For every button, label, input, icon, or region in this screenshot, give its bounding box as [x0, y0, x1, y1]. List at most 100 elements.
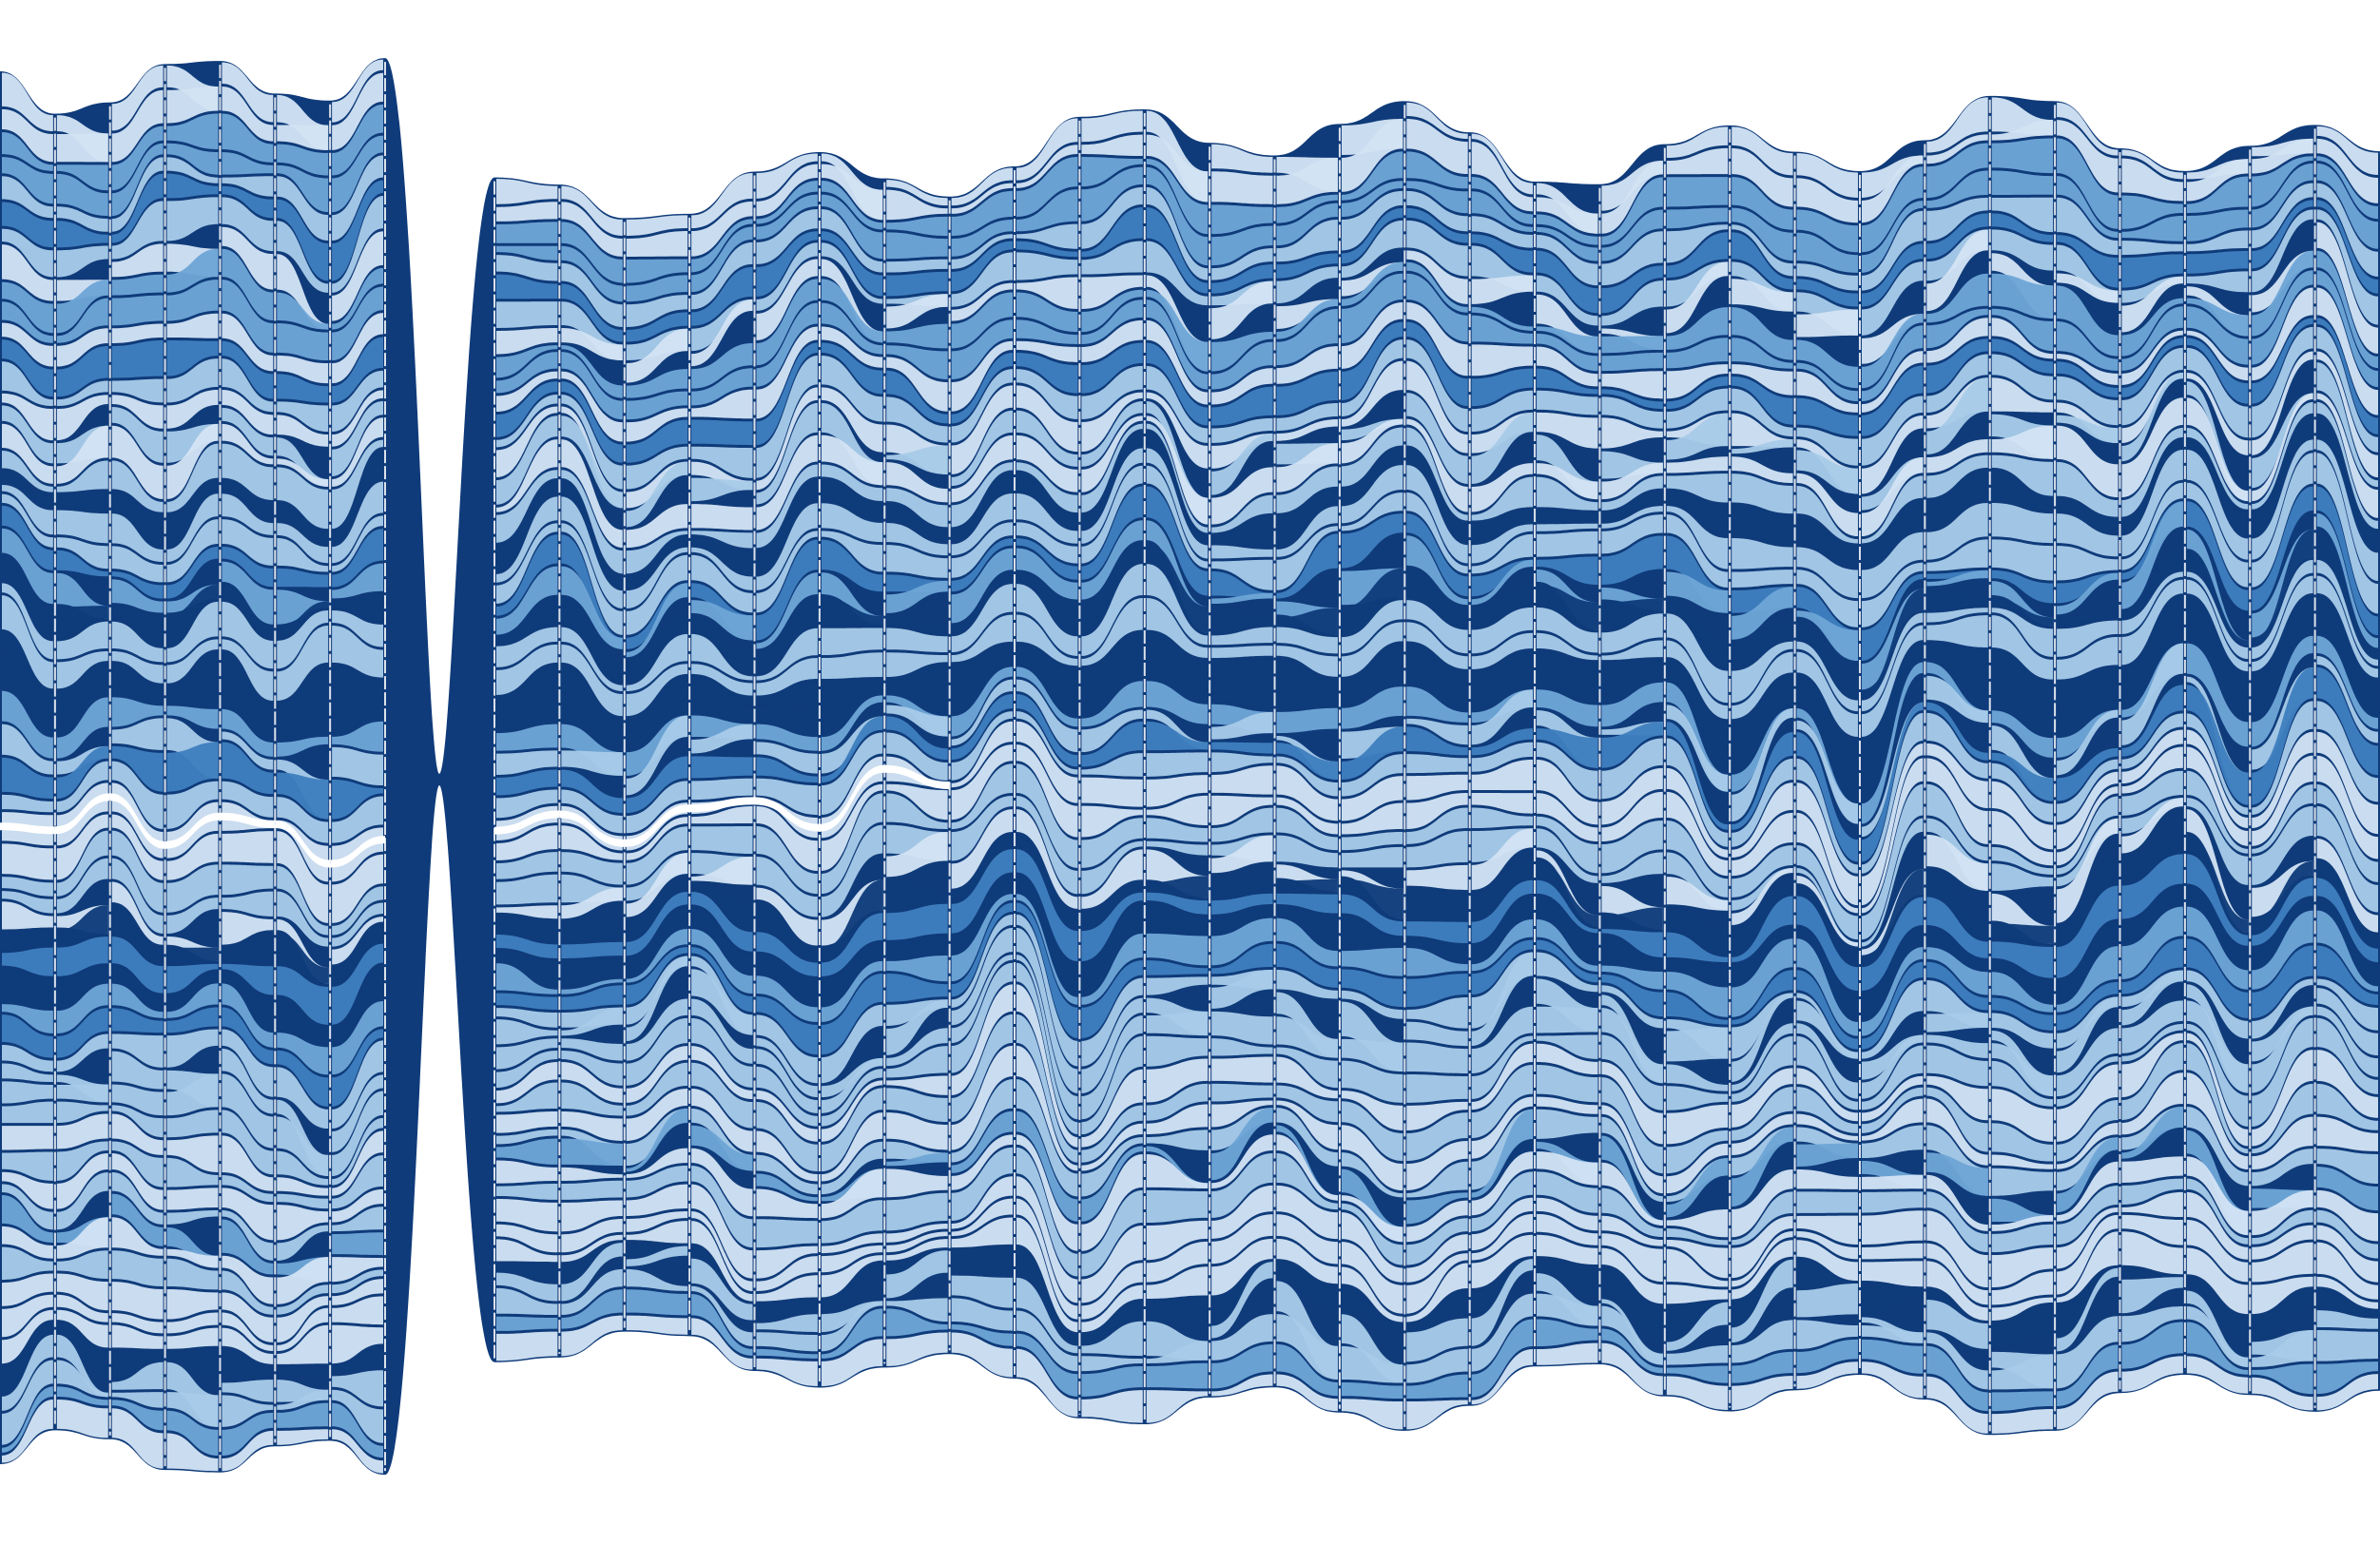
flow-ribbon	[2186, 209, 2249, 241]
flow-ribbon	[1471, 315, 1534, 344]
flow-ribbon	[561, 245, 623, 302]
flow-ribbon	[1601, 852, 1663, 883]
flow-ribbon	[222, 1029, 274, 1097]
flow-ribbon	[1732, 1231, 1793, 1287]
flow-ribbon	[2121, 1107, 2183, 1159]
flow-ribbon	[756, 681, 818, 707]
flow-ribbon	[2, 1151, 53, 1181]
flow-ribbon	[332, 665, 383, 698]
flow-ribbon	[1537, 859, 1598, 927]
flow-ribbon	[1341, 1345, 1403, 1383]
flow-ribbon	[2186, 482, 2249, 588]
flow-ribbon	[1276, 756, 1338, 797]
flow-ribbon	[56, 697, 108, 759]
flow-ribbon	[111, 201, 164, 260]
flow-ribbon	[277, 1067, 329, 1130]
flow-ribbon	[756, 1300, 818, 1321]
flow-ribbon	[2, 450, 53, 492]
flow-ribbon	[1991, 649, 2054, 708]
flow-ribbon	[756, 1275, 818, 1302]
flow-ribbon	[1276, 1016, 1338, 1058]
flow-ribbon	[1406, 807, 1468, 844]
flow-ribbon	[166, 173, 219, 199]
flow-ribbon	[1991, 1271, 2054, 1305]
flow-ribbon	[561, 644, 623, 717]
flow-ribbon	[2252, 250, 2313, 337]
flow-ribbon	[1146, 543, 1209, 633]
flow-ribbon	[1211, 1038, 1273, 1056]
flow-ribbon	[111, 718, 164, 750]
flow-ribbon	[1406, 1101, 1468, 1130]
flow-ribbon	[561, 825, 623, 860]
flow-ribbon	[886, 370, 948, 424]
flow-ribbon	[1666, 506, 1729, 570]
flow-ribbon	[2057, 415, 2119, 444]
flow-ribbon	[1146, 319, 1209, 405]
flow-ribbon	[821, 974, 883, 1055]
flow-ribbon	[56, 830, 108, 897]
flow-ribbon	[2057, 1123, 2119, 1169]
flow-ribbon	[2121, 501, 2183, 609]
flow-ribbon	[2, 1004, 53, 1033]
flow-ribbon	[1601, 417, 1663, 449]
flow-ribbon	[332, 529, 383, 588]
flow-ribbon	[1732, 993, 1793, 1059]
flow-ribbon	[2, 228, 53, 278]
flow-ribbon	[166, 671, 219, 706]
flow-ribbon	[1016, 493, 1078, 544]
flow-ribbon	[1276, 346, 1338, 384]
flow-ribbon	[1016, 223, 1078, 249]
flow-ribbon	[496, 1138, 558, 1165]
flow-ribbon	[111, 1408, 164, 1469]
flow-ribbon	[1471, 939, 1534, 995]
flow-ribbon	[1732, 1259, 1793, 1343]
flow-ribbon	[332, 1389, 383, 1443]
flow-ribbon	[756, 387, 818, 491]
flow-ribbon	[821, 387, 883, 453]
flow-ribbon	[2186, 713, 2249, 816]
flow-ribbon	[756, 1173, 818, 1202]
flow-ribbon	[332, 1324, 383, 1364]
flow-ribbon	[1471, 584, 1534, 628]
flow-ribbon	[1211, 515, 1273, 547]
flow-ribbon	[1926, 273, 1988, 323]
flow-ribbon	[56, 983, 108, 1033]
flow-ribbon	[2186, 1033, 2249, 1147]
flow-ribbon	[626, 504, 688, 549]
flow-ribbon	[1341, 1125, 1403, 1191]
flow-ribbon	[1341, 1060, 1403, 1103]
flow-ribbon	[2186, 1356, 2249, 1394]
flow-ribbon	[886, 232, 948, 260]
flow-ribbon	[1146, 933, 1209, 966]
flow-ribbon	[1406, 1073, 1468, 1103]
flow-ribbon	[2252, 731, 2313, 828]
flow-ribbon	[691, 633, 753, 681]
flow-ribbon	[1537, 531, 1598, 557]
flow-ribbon	[2316, 1167, 2378, 1211]
flow-ribbon	[332, 1155, 383, 1209]
flow-ribbon	[886, 879, 948, 911]
flow-ribbon	[222, 280, 274, 353]
flow-ribbon	[1537, 1293, 1598, 1326]
flow-ribbon	[1146, 903, 1209, 934]
flow-ribbon	[111, 1324, 164, 1349]
flow-ribbon	[2252, 529, 2313, 646]
flow-ribbon	[1276, 203, 1338, 246]
flow-ribbon	[56, 164, 108, 191]
flow-ribbon	[2057, 1344, 2119, 1407]
flow-ribbon	[111, 761, 164, 829]
flow-ribbon	[1601, 738, 1663, 800]
flow-ribbon	[1146, 709, 1209, 750]
flow-ribbon	[56, 936, 108, 976]
flow-ribbon	[1666, 959, 1729, 985]
flow-ribbon	[1276, 526, 1338, 590]
flow-ribbon	[277, 625, 329, 702]
flow-ribbon	[56, 298, 108, 343]
flow-ribbon	[496, 202, 558, 222]
flow-ribbon	[1471, 533, 1534, 574]
flow-ribbon	[1666, 473, 1729, 503]
flow-ribbon	[1991, 1247, 2054, 1288]
flow-ribbon	[1601, 640, 1663, 661]
flow-ribbon	[2316, 701, 2378, 802]
